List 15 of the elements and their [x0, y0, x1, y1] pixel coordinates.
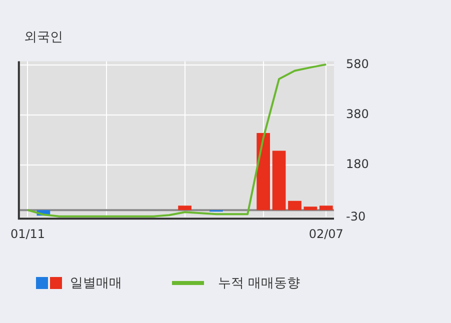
bar [288, 200, 302, 210]
bar [304, 206, 318, 210]
bar [256, 133, 270, 210]
bar [178, 206, 192, 210]
y-tick-label: -30 [346, 210, 366, 224]
legend-label: 일별매매 [70, 275, 122, 292]
y-tick-label: 380 [346, 107, 369, 122]
bar [272, 150, 286, 210]
y-tick-label: 580 [346, 57, 369, 72]
bar [319, 206, 333, 210]
x-tick-label: 01/11 [10, 226, 46, 241]
legend-label: 누적 매매동향 [218, 275, 300, 292]
chart-title: 외국인 [24, 29, 63, 46]
x-tick-label: 02/07 [308, 226, 344, 241]
y-tick-label: 180 [346, 157, 369, 172]
